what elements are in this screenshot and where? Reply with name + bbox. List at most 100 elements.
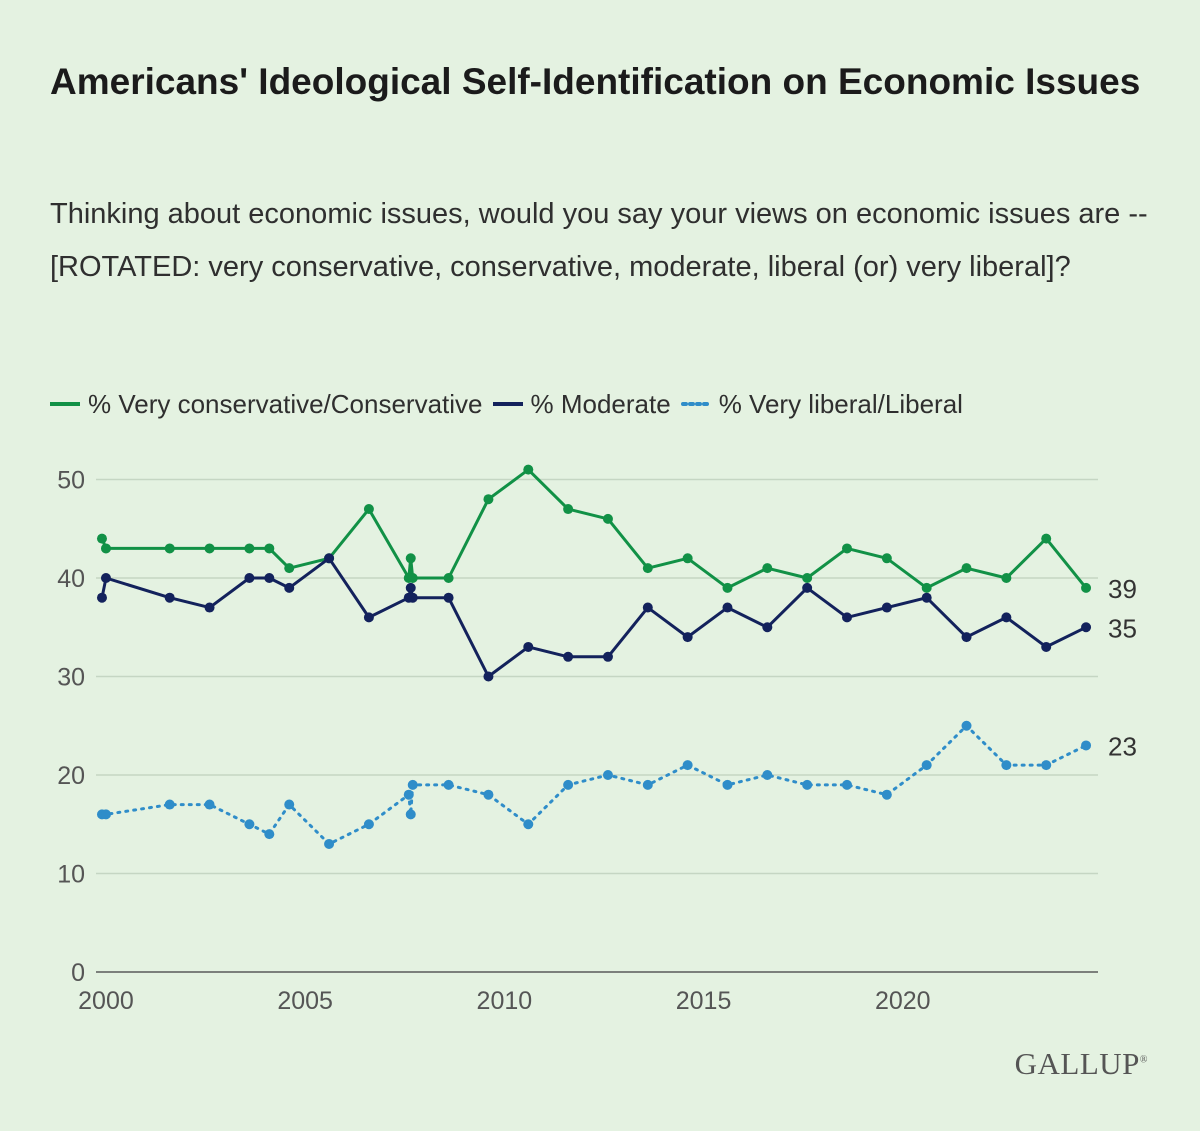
y-tick-label-30: 30 [57,664,85,692]
series-0-point-21 [802,573,813,583]
y-tick-label-0: 0 [71,959,85,987]
legend-item-moderate: % Moderate [492,388,671,420]
gallup-logo: GALLUP® [1015,1046,1148,1082]
series-0-point-16 [602,513,613,524]
series-2-point-27 [1041,760,1052,771]
series-2-point-18 [682,760,693,771]
series-0-point-3 [204,543,215,554]
y-tick-label-10: 10 [57,861,85,889]
series-0-point-2 [164,543,175,554]
brand-text: GALLUP [1014,1046,1140,1081]
series-0-point-17 [642,563,653,574]
series-1-point-21 [802,582,813,593]
series-2-point-8 [363,819,374,830]
series-2-point-10 [405,809,416,820]
series-0-point-10 [405,553,416,564]
series-0-point-22 [842,543,853,554]
series-0-point-5 [264,543,275,554]
series-2-point-6 [284,799,295,810]
series-0-point-27 [1041,533,1052,544]
legend-label-conservative: % Very conservative/Conservative [88,388,483,419]
series-1-point-27 [1041,641,1052,652]
series-1-point-11 [407,592,418,603]
x-tick-label-2020: 2020 [875,987,931,1015]
legend-item-conservative: % Very conservative/Conservative [50,389,483,420]
legend-swatch-liberal [680,402,711,406]
series-2-point-25 [961,720,972,731]
legend-label-moderate: % Moderate [530,388,671,419]
series-1-point-13 [483,671,494,682]
series-2-point-14 [523,819,534,830]
x-tick-label-2010: 2010 [477,987,533,1015]
series-0-end-label: 39 [1108,574,1137,604]
legend-swatch-moderate [492,402,523,406]
series-1-point-0 [96,592,107,603]
x-tick-label-2005: 2005 [277,987,333,1015]
series-0-point-25 [961,563,972,574]
series-2-point-15 [563,779,574,790]
series-1-point-6 [284,582,295,593]
series-2-point-12 [443,779,454,790]
series-1-point-3 [204,602,215,613]
y-tick-label-50: 50 [57,467,85,495]
series-1-point-19 [722,602,733,613]
x-tick-label-2000: 2000 [78,987,134,1015]
series-0-point-4 [244,543,255,554]
series-1-point-15 [563,651,574,662]
series-1-point-16 [602,651,613,662]
series-1-point-4 [244,573,255,583]
series-2-point-16 [602,770,613,780]
series-0-point-8 [363,504,374,515]
y-tick-label-40: 40 [57,565,85,593]
series-2-point-17 [642,779,653,790]
series-0-point-1 [100,543,111,554]
series-0-point-13 [483,494,494,505]
series-2-point-21 [802,779,813,790]
series-1-point-26 [1001,612,1012,623]
y-tick-label-20: 20 [57,762,85,790]
series-1-point-10 [405,582,416,593]
series-1-point-18 [682,632,693,643]
series-2-point-1 [100,809,111,820]
series-1-point-24 [921,592,932,603]
series-1-point-1 [100,573,111,583]
series-2-point-28 [1081,740,1092,751]
series-1-point-28 [1081,622,1092,633]
series-2-point-4 [244,819,255,830]
series-0-point-12 [443,573,454,583]
series-2-point-19 [722,779,733,790]
chart-subtitle: Thinking about economic issues, would yo… [50,198,1148,283]
series-0-point-11 [407,573,418,583]
series-1-point-22 [842,612,853,623]
registered-mark: ® [1139,1054,1148,1066]
series-line-0 [100,468,1088,590]
legend-swatch-conservative [50,402,80,406]
series-1-point-17 [642,602,653,613]
series-0-point-18 [682,553,693,564]
series-0-point-6 [284,563,295,574]
line-chart: 0 10 20 30 40 50 2000 2005 2010 2015 2020 39 35 23 [57,464,1137,1015]
series-0-point-19 [722,582,733,593]
series-2-end-label: 23 [1108,731,1137,761]
series-2-point-11 [407,779,418,790]
series-0-point-24 [921,582,932,593]
series-1-point-12 [443,592,454,603]
series-0-point-20 [762,563,773,574]
legend-item-liberal: % Very liberal/Liberal [680,389,963,420]
series-1-point-14 [523,641,534,652]
series-0-point-28 [1081,582,1092,593]
chart-legend: % Very conservative/Conservative % Moder… [50,384,973,424]
series-0-point-26 [1001,573,1012,583]
series-2-point-26 [1001,760,1012,771]
series-2-point-20 [762,770,773,780]
series-2-point-13 [483,789,494,800]
series-0-point-0 [96,533,107,544]
series-2-point-5 [264,829,275,840]
series-0-point-14 [523,464,534,475]
series-0-point-15 [563,504,574,515]
series-2-point-7 [324,838,335,849]
series-1-point-20 [762,622,773,633]
series-1-point-23 [881,602,892,613]
series-1-point-7 [324,553,335,564]
series-1-point-5 [264,573,275,583]
